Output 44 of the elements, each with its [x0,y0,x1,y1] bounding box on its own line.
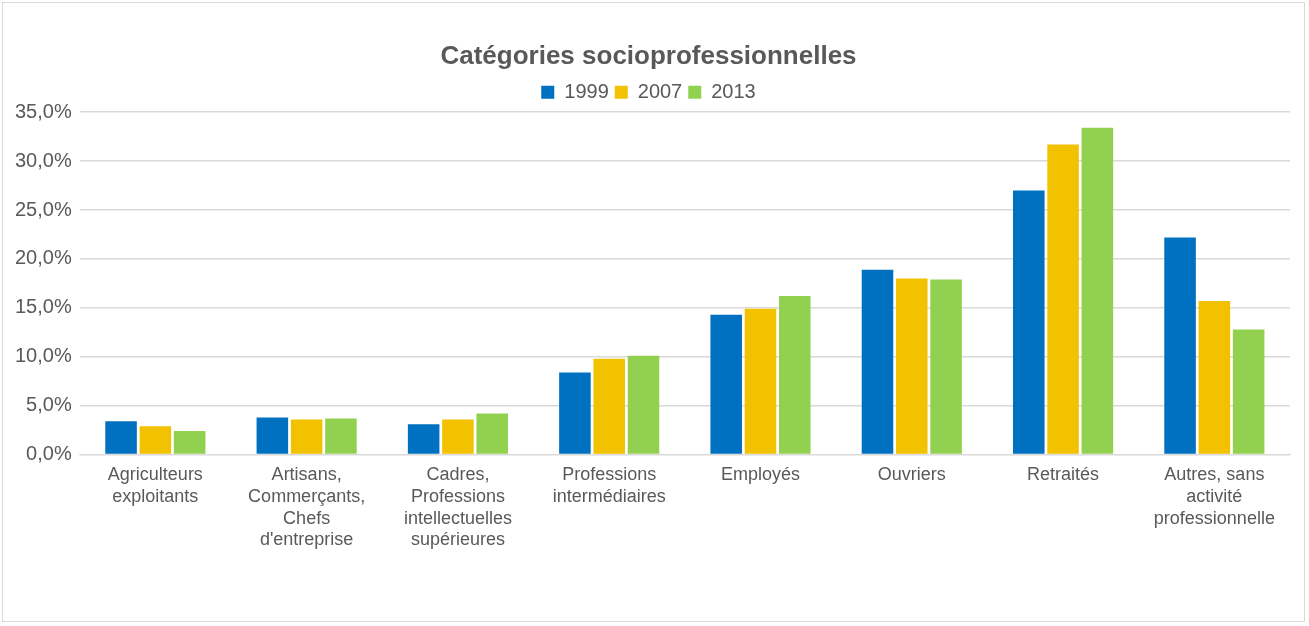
y-tick-label: 15,0% [14,295,72,318]
bar [173,431,206,454]
x-tick-label: Professions intermédiaires [552,464,666,506]
x-tick-label: Ouvriers [877,464,946,485]
bar [1047,144,1079,454]
x-tick-label: Autres, sans activité professionnelle [1153,464,1275,528]
bar [290,419,323,454]
y-tick-label: 10,0% [14,344,72,367]
bar [1198,301,1231,454]
bar [325,418,357,454]
bar [105,421,137,454]
bar [1081,127,1114,454]
x-tick-label: Cadres, Professions intellectuelles supérieures [403,464,512,550]
legend-label: 2013 [711,79,756,102]
bar [139,426,172,454]
y-tick-label: 20,0% [14,246,72,269]
x-tick-label: Retraités [1027,464,1100,485]
y-tick-label: 35,0% [14,99,72,122]
bar [896,278,928,454]
y-tick-label: 5,0% [26,393,72,416]
bar [442,419,474,454]
bar [710,314,742,454]
y-tick-label: 30,0% [14,148,72,171]
x-tick-label: Artisans, Commerçants, Chefs d'entreprise [248,464,366,550]
chart-title: Catégories socioprofessionnelles [440,39,857,70]
bar [627,355,660,454]
bar [861,269,894,454]
bar [930,279,962,454]
legend-label: 2007 [637,79,683,102]
y-tick-label: 0,0% [26,442,72,465]
bar [593,358,625,454]
legend-label: 1999 [564,79,609,102]
bar [256,417,289,454]
bar [779,296,811,454]
bar [744,308,777,454]
bar [1232,329,1265,454]
bar [476,413,508,454]
bar [1164,237,1196,454]
y-tick-label: 25,0% [14,197,72,220]
x-tick-label: Agriculteurs exploitants [107,464,203,506]
x-tick-label: Employés [720,464,801,485]
bar [407,424,440,454]
bar [559,372,591,454]
bar [1013,190,1045,454]
